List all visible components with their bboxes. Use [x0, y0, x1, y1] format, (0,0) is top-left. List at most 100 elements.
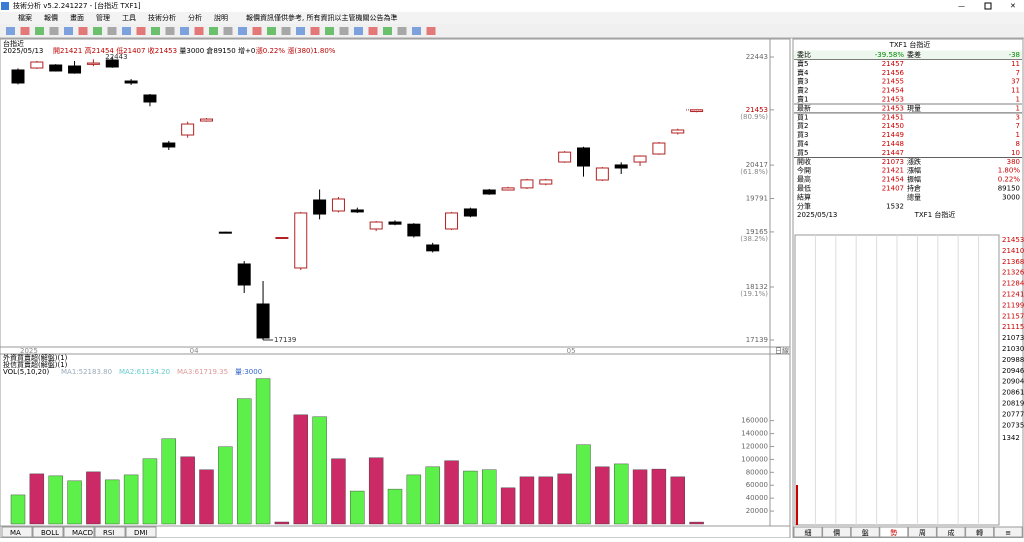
tab[interactable] [63, 526, 95, 538]
tab-label[interactable]: DMI [134, 529, 148, 537]
tab[interactable] [94, 526, 126, 538]
candle-body [275, 237, 289, 240]
tool-button[interactable] [339, 27, 349, 35]
panel-tab[interactable] [936, 526, 966, 538]
quote-label: 委差 [907, 50, 921, 59]
tool-button[interactable] [252, 27, 262, 35]
panel-tab-label[interactable]: 成 [948, 528, 955, 537]
tab-label[interactable]: BOLL [41, 529, 59, 537]
tool-button[interactable] [136, 27, 146, 35]
panel-tab-label[interactable]: 細 [805, 528, 812, 537]
candle-body [577, 147, 590, 167]
tool-button[interactable] [180, 27, 189, 35]
y-tick-label: 160000 [741, 417, 768, 425]
candle-body [181, 123, 195, 136]
candle-body [652, 142, 666, 155]
volume-bar [236, 398, 252, 525]
tool-button[interactable] [165, 27, 175, 35]
tab-label[interactable]: MACD [72, 529, 93, 537]
tool-button[interactable] [397, 27, 407, 35]
panel-tab[interactable] [793, 526, 823, 538]
indicator-label: 投信買賣超(解盤)(1) [3, 360, 68, 369]
tool-button[interactable] [20, 27, 30, 35]
candle-body [520, 179, 534, 189]
retracement-label: (80.9%) [740, 113, 768, 121]
panel-tab-label[interactable]: 周 [919, 529, 926, 537]
tool-button[interactable] [35, 27, 44, 35]
panel-tab[interactable] [993, 526, 1023, 538]
quote-value: -38 [1009, 51, 1020, 59]
tick-price-label: 21326 [1002, 269, 1024, 277]
tool-button[interactable] [412, 27, 421, 35]
menu-item[interactable]: 檔案 [18, 13, 32, 22]
tool-button[interactable] [122, 27, 131, 35]
panel-tab[interactable] [965, 526, 995, 538]
tab-label[interactable]: MA [10, 529, 21, 537]
panel-tab-label[interactable]: 價 [833, 528, 840, 537]
tool-button[interactable] [151, 27, 160, 35]
candle-body [369, 221, 383, 230]
menu-item[interactable]: 管理 [96, 13, 110, 22]
menu-item[interactable]: 報價 [44, 13, 58, 22]
candle-body [256, 303, 270, 339]
panel-tab-label[interactable]: 轉 [976, 528, 983, 537]
tool-button[interactable] [238, 27, 247, 35]
high-label: 22443 [105, 53, 127, 61]
quote-value: 21407 [882, 185, 904, 193]
y-tick-label: 19791 [746, 195, 768, 203]
tab-label[interactable]: RSI [103, 529, 114, 537]
menu-item[interactable]: 技術分析 [148, 13, 176, 22]
tab[interactable] [125, 526, 157, 538]
tool-button[interactable] [107, 27, 117, 35]
candle-body [633, 155, 647, 163]
panel-tab[interactable] [879, 526, 909, 538]
tool-button[interactable] [78, 27, 88, 35]
menu-item[interactable]: 說明 [214, 13, 228, 22]
maximize[interactable] [984, 2, 992, 10]
tick-price-label: 20735 [1002, 421, 1024, 429]
tool-button[interactable] [296, 27, 305, 35]
tool-button[interactable] [194, 27, 204, 35]
quote-value: 21451 [882, 113, 904, 121]
quote-value: 21453 [882, 104, 904, 112]
tool-button[interactable] [383, 27, 392, 35]
menu-item[interactable]: 分析 [188, 13, 202, 22]
panel-tab[interactable] [907, 526, 937, 538]
axis-button[interactable]: 日線 [775, 346, 789, 355]
tool-button[interactable] [209, 27, 218, 35]
tool-button[interactable] [354, 27, 363, 35]
volume-bar [67, 480, 82, 525]
quote-value: 89150 [998, 185, 1020, 193]
menu-item[interactable]: 工具 [122, 14, 136, 22]
tool-button[interactable] [267, 27, 276, 35]
candle-body [124, 80, 138, 84]
candle-body [388, 221, 402, 225]
tick-price-label: 21199 [1002, 301, 1024, 309]
volume-bar [595, 466, 610, 525]
tool-button[interactable] [368, 27, 378, 35]
panel-tab-label[interactable]: 勢 [890, 528, 897, 537]
panel-tab-label[interactable]: 盤 [862, 528, 869, 537]
tool-button[interactable] [223, 27, 233, 35]
tool-button[interactable] [281, 27, 291, 35]
tool-button[interactable] [64, 27, 73, 35]
candle-body [482, 189, 496, 195]
panel-tab-label[interactable]: ≡ [1005, 529, 1011, 537]
tool-button[interactable] [93, 27, 102, 35]
tool-button[interactable] [6, 27, 15, 35]
tool-button[interactable] [325, 27, 334, 35]
panel-tab[interactable] [822, 526, 852, 538]
close[interactable]: ✕ [1010, 2, 1016, 10]
panel-tab[interactable] [850, 526, 880, 538]
menu-item[interactable]: 畫面 [70, 13, 84, 22]
candle-body [350, 209, 364, 213]
tab[interactable] [32, 526, 64, 538]
quote-value: 8 [1016, 140, 1020, 148]
tool-button[interactable] [310, 27, 320, 35]
minimize[interactable]: — [958, 2, 965, 10]
tab[interactable] [1, 526, 33, 538]
tool-button[interactable] [426, 27, 436, 35]
retracement-label: (38.2%) [740, 235, 768, 243]
tool-button[interactable] [49, 27, 59, 35]
